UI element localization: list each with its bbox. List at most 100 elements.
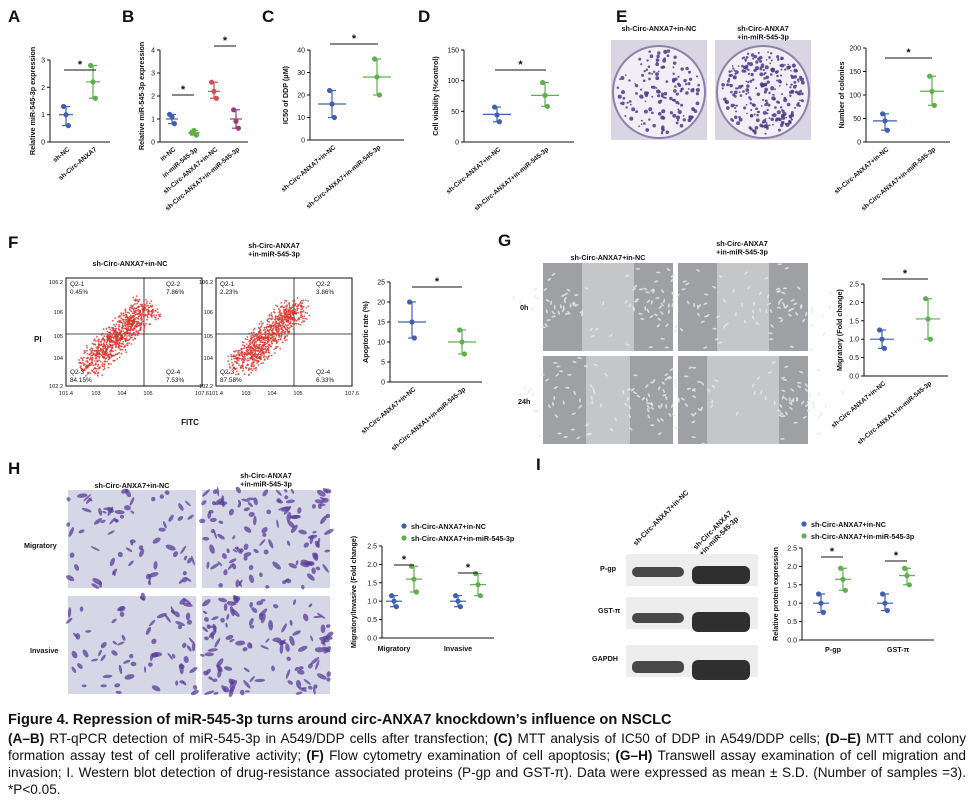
event-dot [119, 336, 122, 339]
event-dot [135, 295, 138, 298]
cell [544, 323, 548, 327]
data-point [540, 79, 546, 86]
event-dot [98, 359, 100, 362]
event-dot [159, 313, 162, 316]
data-point [925, 316, 931, 322]
cell [647, 393, 651, 398]
colony [768, 56, 771, 59]
stained-cell [325, 513, 331, 519]
cell [650, 288, 655, 292]
stained-cell [100, 684, 107, 688]
event-dot [285, 313, 287, 316]
event-dot [263, 359, 266, 361]
stained-cell [247, 642, 252, 649]
event-dot [300, 304, 303, 307]
stained-cell [243, 555, 248, 561]
event-dot [301, 315, 304, 318]
event-dot [96, 355, 99, 358]
stained-cell [217, 533, 225, 540]
event-dot [140, 326, 142, 329]
band-lane2 [692, 612, 750, 632]
cell [832, 311, 835, 317]
cell [784, 411, 788, 416]
scratch-gap [582, 263, 634, 351]
event-dot [120, 317, 123, 320]
cell [604, 373, 608, 377]
event-dot [277, 338, 280, 341]
colony [800, 80, 805, 85]
event-dot [110, 356, 113, 358]
cell [646, 308, 650, 313]
event-dot [241, 357, 244, 360]
event-dot [129, 322, 132, 325]
event-dot [289, 320, 292, 323]
colony [745, 92, 748, 95]
colony [624, 74, 627, 77]
data-point [880, 591, 886, 597]
cell [519, 392, 522, 397]
colony [731, 119, 735, 122]
event-dot [121, 335, 124, 337]
event-dot [109, 353, 112, 356]
colony [739, 94, 743, 97]
colony [656, 61, 658, 64]
cell [691, 388, 696, 392]
event-dot [233, 350, 235, 353]
stained-cell [298, 666, 304, 670]
stained-cell [248, 564, 254, 571]
colony [781, 93, 784, 96]
cell [671, 302, 674, 307]
quadrant-name: Q2-2 [166, 281, 181, 288]
cell [810, 306, 813, 312]
scratch-gap [717, 263, 769, 351]
event-dot [270, 354, 273, 357]
event-dot [270, 337, 272, 340]
colony [790, 69, 792, 72]
cell [649, 402, 654, 406]
stained-cell [107, 530, 115, 535]
y-tick-label: 10 [297, 115, 305, 122]
cell [628, 414, 631, 419]
data-point [209, 79, 215, 85]
event-dot [258, 330, 261, 333]
event-dot [131, 336, 133, 339]
cell [812, 400, 815, 406]
colony [768, 124, 771, 127]
panel-letter-e: E [616, 7, 627, 26]
stained-cell [276, 498, 281, 503]
event-dot [253, 342, 256, 345]
event-dot [110, 350, 113, 352]
cell [624, 402, 628, 407]
stained-cell [182, 571, 187, 576]
data-point [61, 103, 67, 110]
event-dot [282, 331, 284, 334]
event-dot [282, 325, 285, 328]
event-dot [96, 372, 99, 375]
cell [664, 373, 669, 376]
cell [671, 413, 676, 416]
event-dot [289, 310, 292, 313]
cell [686, 387, 692, 390]
stained-cell [183, 656, 189, 664]
data-point [931, 102, 938, 108]
event-dot [300, 314, 303, 316]
colony [743, 70, 747, 73]
event-dot [105, 354, 107, 357]
stained-cell [121, 634, 126, 641]
colony [767, 103, 771, 107]
event-dot [241, 365, 244, 368]
colony [779, 106, 783, 109]
event-dot [271, 339, 274, 341]
event-dot [272, 327, 275, 330]
colony [797, 101, 800, 105]
colony [617, 94, 622, 99]
stained-cell [316, 489, 326, 497]
cell [662, 389, 665, 394]
event-dot [287, 324, 289, 326]
cell [564, 312, 570, 315]
event-dot [284, 328, 287, 331]
event-dot [95, 363, 97, 366]
event-dot [242, 369, 244, 372]
cell [650, 300, 653, 305]
event-dot [86, 365, 89, 368]
